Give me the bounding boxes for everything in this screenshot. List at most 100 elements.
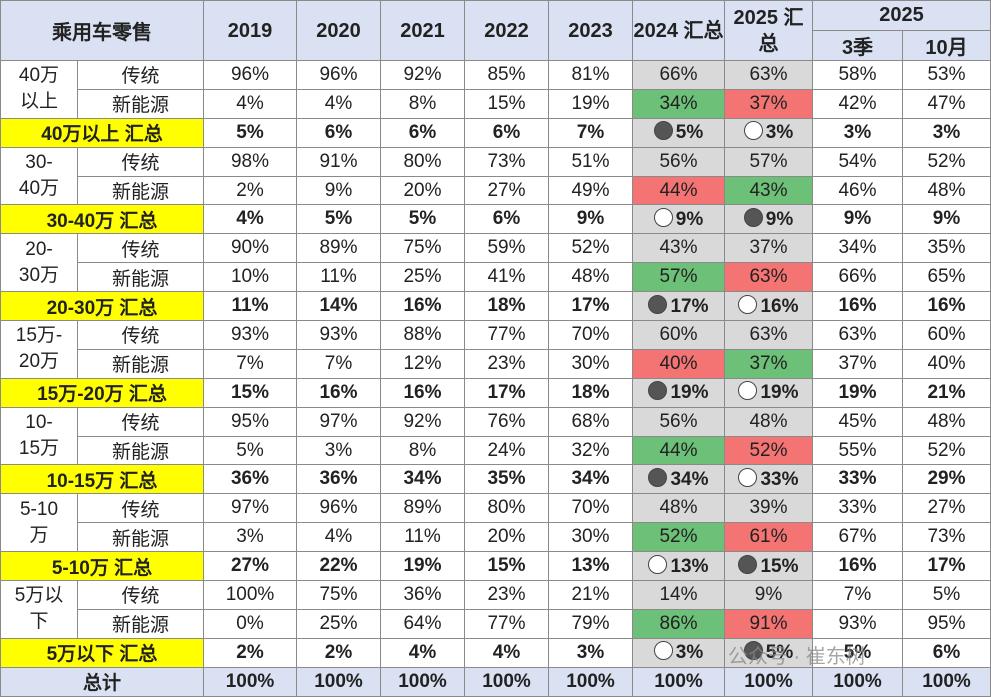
- cell: 12%: [380, 348, 465, 379]
- cell: 96%: [296, 60, 381, 90]
- summary-value: 6%: [324, 121, 353, 143]
- cell: 49%: [548, 175, 633, 206]
- cell: 93%: [296, 320, 381, 350]
- cell: 80%: [464, 493, 549, 524]
- summary-value: 5%: [236, 121, 264, 143]
- header-title: 乘用车零售: [0, 0, 204, 61]
- cell: 21%: [548, 580, 633, 610]
- cell: 20%: [380, 175, 465, 206]
- row-type: 传统: [77, 233, 204, 264]
- marker: [648, 554, 668, 574]
- cell: 56%: [632, 406, 725, 437]
- marker: [653, 121, 673, 141]
- group-label: 5万以下: [0, 580, 78, 639]
- row-type: 传统: [77, 146, 204, 177]
- cell: 70%: [548, 493, 633, 524]
- cell: 35%: [902, 233, 991, 264]
- summary-row: 5万以下 汇总 2% 2% 4% 4% 3% 3% 5% 5% 6%: [0, 637, 991, 668]
- summary-value: 5%: [324, 208, 353, 230]
- header-row: 3季 10月: [1, 30, 991, 61]
- cell: 45%: [812, 406, 903, 437]
- row-type: 新能源: [77, 262, 204, 293]
- cell: 56%: [632, 146, 725, 177]
- summary-cell: 14%: [296, 291, 381, 322]
- cell: 2%: [203, 175, 297, 206]
- cell: 3%: [296, 435, 381, 466]
- summary-cell: 3%: [548, 637, 633, 668]
- summary-value: 4%: [492, 641, 521, 663]
- cell: 92%: [380, 60, 465, 90]
- column-header: 2025 汇总: [724, 0, 813, 61]
- summary-value: 15%: [487, 555, 526, 577]
- summary-cell: 3%: [632, 637, 725, 668]
- summary-value: 13%: [670, 555, 709, 577]
- summary-value: 3%: [675, 642, 704, 664]
- summary-value: 6%: [408, 121, 437, 143]
- cell: 75%: [380, 233, 465, 264]
- summary-value: 19%: [760, 382, 799, 404]
- summary-cell: 19%: [724, 377, 813, 408]
- cell: 48%: [632, 493, 725, 524]
- summary-row: 30-40万 汇总 4% 5% 5% 6% 9% 9% 9% 9% 9%: [0, 204, 991, 235]
- summary-cell: 17%: [464, 377, 549, 408]
- summary-row: 5-10万 汇总 27% 22% 19% 15% 13% 13% 15% 16% 17%: [0, 551, 991, 582]
- summary-label: 20-30万 汇总: [0, 291, 204, 322]
- cell: 37%: [724, 233, 813, 264]
- summary-value: 5%: [843, 641, 872, 663]
- cell: 75%: [296, 580, 381, 610]
- cell: 52%: [902, 435, 991, 466]
- summary-cell: 16%: [296, 377, 381, 408]
- cell: 34%: [632, 88, 725, 119]
- summary-value: 16%: [927, 295, 966, 317]
- data-row: 15万- 20万 传统 93% 93% 88% 77% 70% 60% 63% 63% 60%: [0, 320, 991, 379]
- marker: [743, 641, 763, 661]
- summary-cell: 16%: [902, 291, 991, 322]
- cell: 7%: [203, 348, 297, 379]
- total-cell: 100%: [632, 666, 725, 697]
- summary-value: 19%: [838, 381, 877, 403]
- cell: 70%: [548, 320, 633, 350]
- summary-cell: 18%: [464, 291, 549, 322]
- cell: 53%: [902, 60, 991, 90]
- cell: 11%: [296, 262, 381, 293]
- summary-cell: 34%: [548, 464, 633, 495]
- group-label-line: 20万: [18, 351, 60, 373]
- marker: [738, 467, 758, 487]
- cell: 8%: [380, 435, 465, 466]
- summary-value: 34%: [403, 468, 442, 490]
- summary-cell: 16%: [724, 291, 813, 322]
- summary-cell: 18%: [548, 377, 633, 408]
- summary-value: 6%: [492, 121, 521, 143]
- total-row: 总计 100% 100% 100% 100% 100% 100% 100% 100% 100%: [0, 666, 991, 697]
- row-type: 传统: [77, 320, 204, 350]
- cell: 23%: [464, 348, 549, 379]
- total-cell: 100%: [724, 666, 813, 697]
- cell: 77%: [464, 608, 549, 639]
- subcolumn-header: 3季: [812, 30, 903, 61]
- cell: 5%: [902, 580, 991, 610]
- summary-cell: 9%: [632, 204, 725, 235]
- summary-cell: 5%: [724, 637, 813, 668]
- summary-value: 6%: [492, 208, 521, 230]
- column-header: 2022: [464, 0, 549, 61]
- cell: 59%: [464, 233, 549, 264]
- summary-value: 36%: [319, 468, 358, 490]
- summary-value: 34%: [571, 468, 610, 490]
- summary-cell: 15%: [464, 551, 549, 582]
- column-header: 2021: [380, 0, 465, 61]
- cell: 27%: [464, 175, 549, 206]
- marker: [743, 121, 763, 141]
- summary-value: 21%: [927, 381, 966, 403]
- summary-cell: 3%: [812, 117, 903, 148]
- group-label-line: 40万: [18, 65, 60, 87]
- data-row: 新能源 2% 9% 20% 27% 49% 44% 43% 46% 48%: [1, 175, 991, 206]
- group-label-line: 30-: [25, 152, 53, 174]
- data-row: 5万以下传统 100% 75% 36% 23% 21% 14% 9% 7% 5%: [0, 580, 991, 639]
- group-label-line: 10-: [25, 412, 53, 434]
- summary-value: 13%: [571, 555, 610, 577]
- summary-cell: 35%: [464, 464, 549, 495]
- summary-cell: 33%: [724, 464, 813, 495]
- marker: [653, 641, 673, 661]
- marker: [738, 554, 758, 574]
